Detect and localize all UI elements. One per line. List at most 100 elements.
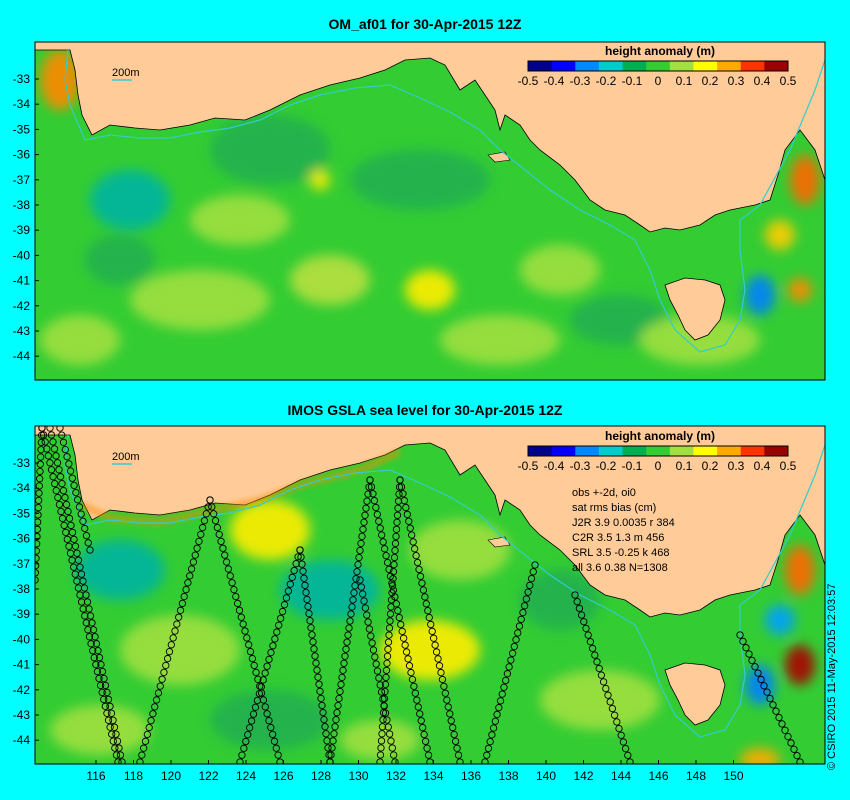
bottom-colorbar-tick: -0.1 [622,459,643,473]
bottom-colorbar-tick: 0.5 [780,459,797,473]
stats-line: all 3.6 0.38 N=1308 [572,562,668,574]
bottom-y-tick-label: -44 [13,733,31,747]
bottom-colorbar-swatch [528,446,553,456]
stats-line: SRL 3.5 -0.25 k 468 [572,547,669,559]
bottom-colorbar-swatch [693,446,718,456]
top-isobath-label: 200m [112,67,140,79]
bottom-colorbar-swatch [598,446,624,456]
bottom-colorbar-swatch [551,446,576,456]
stats-line: sat rms bias (cm) [572,502,656,514]
stats-line: C2R 3.5 1.3 m 456 [572,532,664,544]
top-colorbar-tick: -0.1 [622,74,643,88]
bottom-x-tick-label: 138 [498,769,518,783]
top-colorbar-swatch [528,61,553,71]
bottom-colorbar-swatch [622,446,647,456]
top-y-tick-label: -39 [13,223,31,237]
bottom-colorbar-tick: -0.2 [596,459,617,473]
bottom-x-tick-label: 136 [461,769,481,783]
bottom-y-tick-label: -41 [13,658,31,672]
bottom-colorbar: height anomaly (m) -0.5 -0.4 -0.3 -0.2 -0.1 0… [518,429,797,473]
top-colorbar-tick: -0.5 [518,74,539,88]
bottom-colorbar-swatch [669,446,694,456]
top-colorbar-tick: 0.1 [676,74,693,88]
top-y-tick-label: -43 [13,324,31,338]
bottom-x-tick-label: 118 [124,769,143,783]
bottom-x-tick-label: 144 [611,769,631,783]
top-y-tick-label: -36 [13,148,31,162]
top-colorbar-tick: 0 [655,74,662,88]
top-colorbar-swatch [764,61,789,71]
top-colorbar-tick: -0.4 [544,74,565,88]
bottom-y-tick-label: -43 [13,708,31,722]
bottom-colorbar-swatch [764,446,789,456]
bottom-colorbar-tick: 0.2 [702,459,719,473]
bottom-colorbar-tick: -0.5 [518,459,539,473]
top-colorbar-swatch [551,61,576,71]
top-y-tick-label: -44 [13,349,31,363]
top-map-title: OM_af01 for 30-Apr-2015 12Z [328,16,522,32]
top-colorbar-swatch [669,61,694,71]
bottom-colorbar-tick: -0.3 [570,459,591,473]
top-y-tick-label: -37 [13,173,31,187]
top-colorbar-tick: -0.2 [596,74,617,88]
bottom-colorbar-swatch [575,446,600,456]
bottom-land-australia [35,426,825,618]
bottom-y-tick-label: -38 [13,582,31,596]
stats-line: obs +-2d, oi0 [572,487,636,499]
bottom-y-tick-label: -40 [13,632,31,646]
bottom-x-tick-label: 116 [86,769,105,783]
top-colorbar-swatch [646,61,671,71]
stats-box: obs +-2d, oi0 sat rms bias (cm) J2R 3.9 0.… [572,487,675,574]
bottom-y-tick-label: -35 [13,506,31,520]
bottom-colorbar-tick: -0.4 [544,459,565,473]
bottom-colorbar-tick: 0.3 [728,459,745,473]
bottom-colorbar-swatch [740,446,765,456]
bottom-x-tick-label: 134 [423,769,443,783]
bottom-x-tick-label: 126 [273,769,293,783]
top-land-australia [35,42,825,233]
bottom-map-title: IMOS GSLA sea level for 30-Apr-2015 12Z [287,402,563,418]
top-colorbar-swatch [693,61,718,71]
bottom-colorbar-swatch [646,446,671,456]
top-colorbar-tick: 0.3 [728,74,745,88]
bottom-y-tick-label: -34 [13,481,31,495]
top-map-field [35,42,825,380]
bottom-colorbar-title: height anomaly (m) [605,429,715,443]
top-colorbar: height anomaly (m) -0.5 -0.4 -0.3 -0.2 -0.1 0… [518,44,797,88]
top-y-tick-label: -33 [13,72,31,86]
top-colorbar-swatch [740,61,765,71]
bottom-isobath-label: 200m [112,451,140,463]
satellite-tracks [35,426,804,764]
top-colorbar-swatch [598,61,624,71]
bottom-y-tick-label: -39 [13,607,31,621]
top-y-tick-label: -34 [13,97,31,111]
bottom-isobath-200m [64,434,825,738]
top-colorbar-swatch [575,61,600,71]
bottom-x-tick-label: 128 [311,769,331,783]
bottom-x-tick-label: 140 [536,769,556,783]
top-map: 200m -33 -34 -35 -36 -37 -38 -39 -40 -41 -42 -43 -4… [13,41,826,381]
top-land-tasmania [664,277,726,341]
top-y-axis: -33 -34 -35 -36 -37 -38 -39 -40 -41 -42 -43 -44 [13,72,39,363]
bottom-y-tick-label: -36 [13,532,31,546]
bottom-x-tick-label: 142 [573,769,593,783]
bottom-x-tick-label: 146 [648,769,668,783]
bottom-x-tick-label: 122 [198,769,218,783]
bottom-map: 200m -33 -34 -35 -36 -37 -38 -39 -40 -41 -42 -43 -4… [13,425,826,783]
top-colorbar-swatch [717,61,742,71]
top-y-tick-label: -42 [13,299,31,313]
bottom-y-tick-label: -33 [13,456,31,470]
top-colorbar-title: height anomaly (m) [605,44,715,58]
top-y-tick-label: -35 [13,122,31,136]
bottom-x-tick-label: 130 [348,769,368,783]
bottom-x-tick-label: 132 [386,769,406,783]
bottom-x-axis: 116 118 120 122 124 126 128 130 132 134 136 138 140 1… [86,760,744,783]
top-y-tick-label: -40 [13,248,31,262]
top-y-tick-label: -38 [13,198,31,212]
bottom-x-tick-label: 150 [723,769,743,783]
top-y-tick-label: -41 [13,274,31,288]
bottom-y-tick-label: -37 [13,557,31,571]
bottom-map-field [35,426,825,764]
top-colorbar-tick: -0.3 [570,74,591,88]
top-colorbar-tick: 0.4 [754,74,771,88]
